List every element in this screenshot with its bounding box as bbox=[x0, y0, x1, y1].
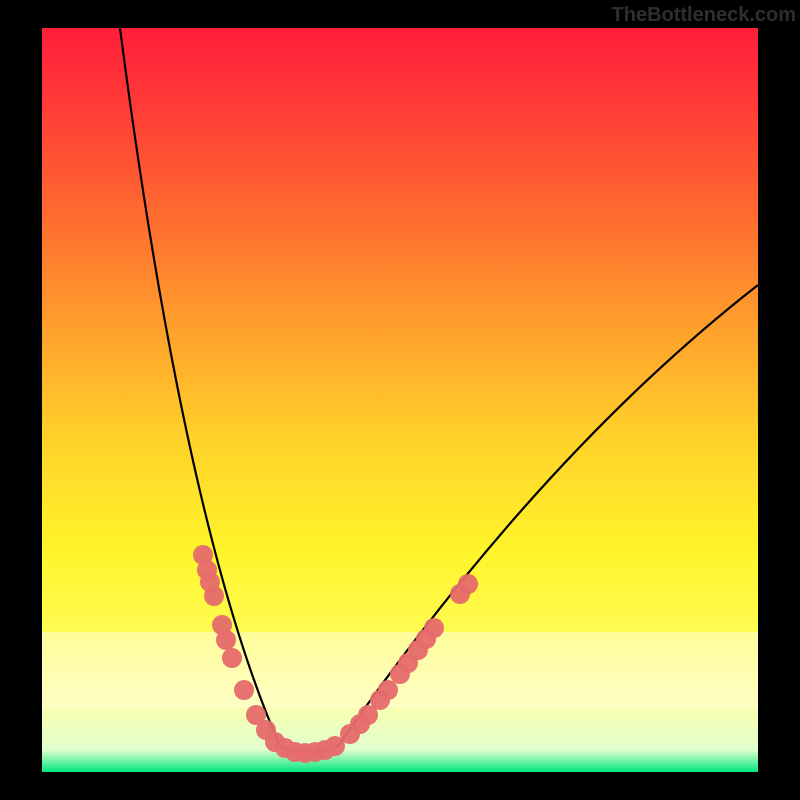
data-marker bbox=[222, 648, 242, 668]
data-marker bbox=[216, 630, 236, 650]
watermark-text: TheBottleneck.com bbox=[612, 4, 796, 27]
data-marker bbox=[424, 618, 444, 638]
plot-area bbox=[42, 28, 758, 772]
data-marker bbox=[458, 574, 478, 594]
bottleneck-chart bbox=[0, 0, 800, 800]
data-marker bbox=[204, 586, 224, 606]
data-marker bbox=[378, 680, 398, 700]
data-marker bbox=[234, 680, 254, 700]
